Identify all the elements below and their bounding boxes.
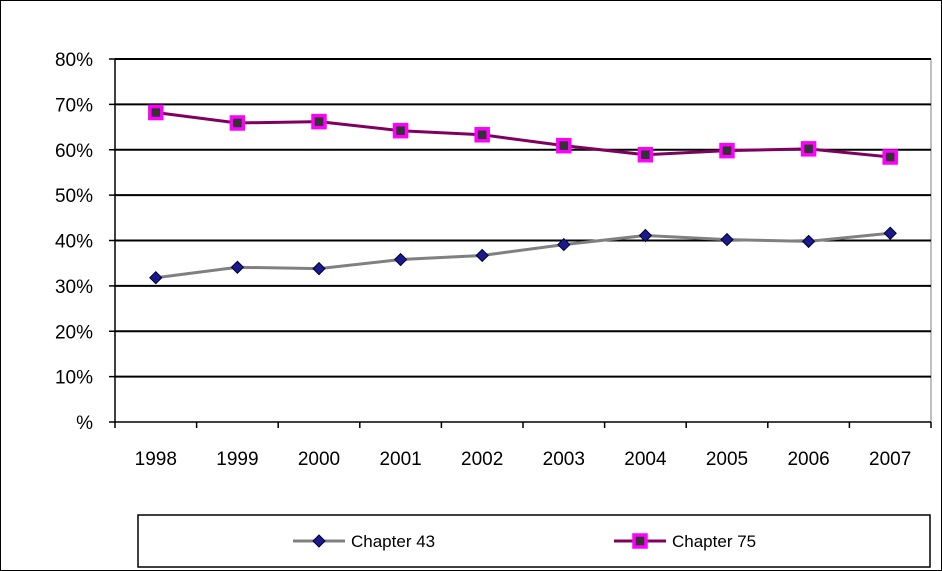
data-point	[393, 252, 408, 267]
axes	[109, 58, 932, 428]
legend-marker	[632, 533, 648, 549]
x-tick-label: 2002	[461, 449, 503, 470]
series-lines	[148, 104, 898, 285]
data-point	[149, 271, 163, 285]
data-point	[637, 146, 654, 163]
tick-labels: % 10% 20% 30% 40% 50% 60% 70% 80% 1998 1999 2000 200…	[55, 50, 911, 470]
y-tick-label: 60%	[55, 141, 93, 162]
data-point	[882, 149, 898, 165]
y-tick-label: %	[76, 413, 93, 434]
y-tick-label: 80%	[55, 50, 93, 71]
data-point	[720, 232, 734, 247]
series-line-1	[155, 231, 891, 280]
legend-box	[137, 514, 931, 568]
x-tick-label: 2007	[869, 449, 911, 470]
data-point	[312, 261, 326, 276]
data-point	[638, 228, 653, 243]
data-point	[883, 226, 897, 240]
y-tick-label: 50%	[55, 186, 93, 207]
x-tick-label: 1999	[216, 449, 258, 470]
data-point	[475, 248, 489, 263]
legend: Chapter 43 Chapter 75	[137, 514, 931, 568]
legend-label: Chapter 43	[351, 532, 435, 551]
legend-marker	[312, 534, 326, 548]
data-point	[556, 137, 572, 154]
data-point	[474, 127, 490, 143]
x-tick-label: 2006	[787, 449, 829, 470]
data-point	[311, 113, 327, 130]
data-point	[557, 237, 571, 252]
y-tick-label: 20%	[55, 322, 93, 343]
data-point	[719, 142, 735, 159]
y-tick-label: 30%	[55, 277, 93, 298]
legend-label: Chapter 75	[672, 532, 756, 551]
x-tick-label: 1998	[135, 449, 177, 470]
x-tick-label: 2000	[298, 449, 340, 470]
series-line-2	[155, 111, 891, 159]
data-point	[801, 234, 816, 249]
data-point	[230, 260, 245, 274]
x-tick-label: 2005	[706, 449, 748, 470]
data-point	[148, 104, 164, 121]
y-tick-label: 10%	[55, 368, 93, 389]
data-point	[800, 141, 817, 157]
x-tick-label: 2001	[379, 449, 421, 470]
x-tick-label: 2003	[543, 449, 585, 470]
x-tick-label: 2004	[624, 449, 667, 470]
y-tick-label: 70%	[55, 95, 93, 116]
data-point	[392, 122, 409, 139]
y-tick-label: 40%	[55, 232, 93, 253]
data-point	[229, 115, 246, 131]
